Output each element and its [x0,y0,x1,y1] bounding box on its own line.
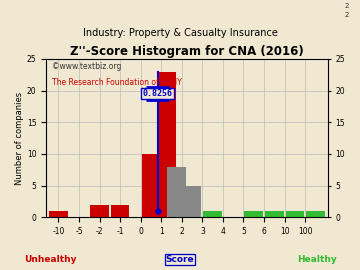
Bar [167,167,186,217]
Text: 0.8256: 0.8256 [143,89,173,98]
Bar [285,211,304,217]
Bar [244,211,263,217]
Text: Industry: Property & Casualty Insurance: Industry: Property & Casualty Insurance [82,28,278,38]
Bar [111,205,129,217]
Text: Unhealthy: Unhealthy [24,255,77,264]
Bar [142,154,160,217]
Text: Score: Score [166,255,194,264]
Text: The Research Foundation of SUNY: The Research Foundation of SUNY [52,78,181,87]
Bar [183,186,201,217]
Y-axis label: Number of companies: Number of companies [15,92,24,185]
Title: Z''-Score Histogram for CNA (2016): Z''-Score Histogram for CNA (2016) [70,45,304,58]
Bar [49,211,68,217]
Bar [157,72,176,217]
Bar [306,211,325,217]
Bar [90,205,109,217]
Bar [265,211,284,217]
Text: 2: 2 [345,3,349,9]
Text: 2: 2 [345,12,349,18]
Bar [203,211,222,217]
Text: ©www.textbiz.org: ©www.textbiz.org [52,62,121,71]
Text: Healthy: Healthy [297,255,337,264]
